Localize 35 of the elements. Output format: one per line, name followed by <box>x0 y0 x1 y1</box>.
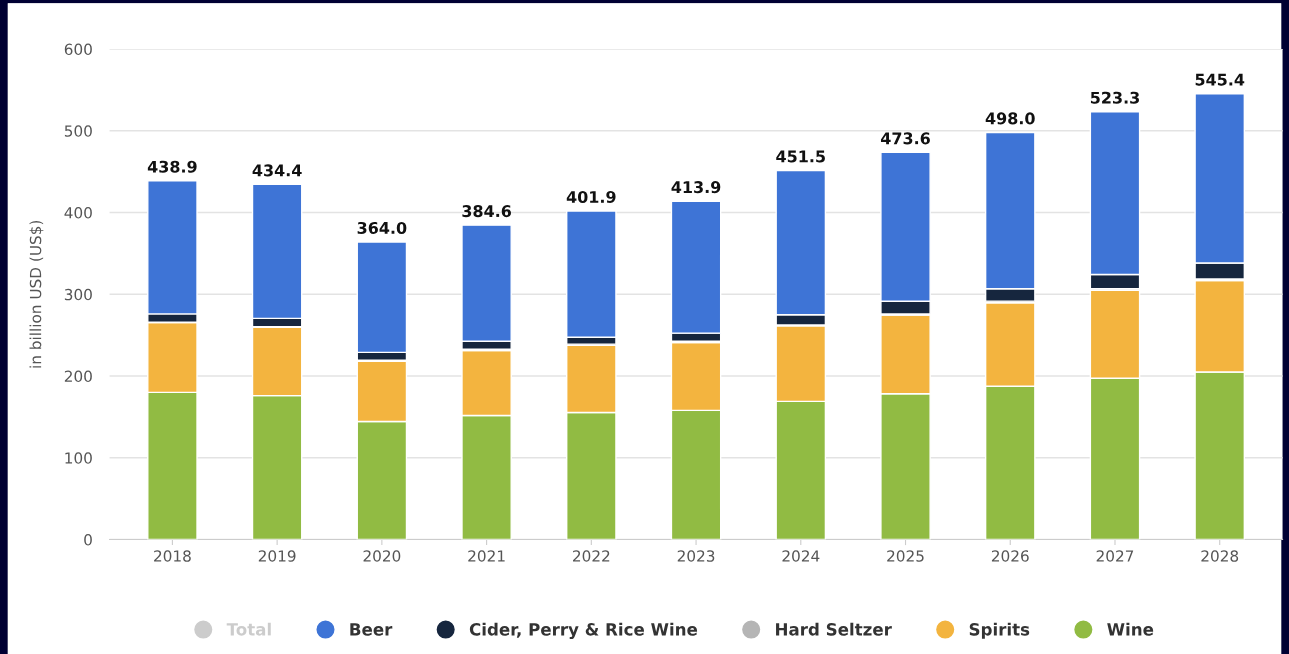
x-tick-label: 2023 <box>677 550 715 562</box>
legend-label: Hard Seltzer <box>776 622 892 636</box>
y-tick-label: 0 <box>84 534 92 546</box>
total-label: 438.9 <box>147 160 197 173</box>
total-label: 413.9 <box>671 181 721 194</box>
x-tick-label: 2019 <box>258 550 296 562</box>
x-tick-label: 2024 <box>782 550 820 562</box>
x-tick-label: 2025 <box>887 550 924 562</box>
x-tick-label: 2028 <box>1201 550 1239 562</box>
total-label: 545.4 <box>1195 73 1245 86</box>
y-tick-label: 100 <box>65 452 92 464</box>
y-tick-label: 600 <box>64 43 92 56</box>
legend-label: Cider, Perry & Rice Wine <box>469 622 698 639</box>
y-tick-label: 200 <box>64 370 92 383</box>
total-label: 364.0 <box>357 221 407 234</box>
x-tick-label: 2026 <box>991 550 1029 562</box>
x-tick-label: 2020 <box>363 550 401 562</box>
y-axis-title: in billion USD (US$) <box>29 220 44 368</box>
y-tick-label: 400 <box>64 207 92 219</box>
total-label: 401.9 <box>566 190 616 203</box>
total-label: 384.6 <box>462 205 511 218</box>
total-label: 451.5 <box>776 150 825 163</box>
x-tick-label: 2022 <box>573 550 610 562</box>
x-tick-label: 2018 <box>154 550 191 562</box>
total-label: 473.6 <box>880 132 930 145</box>
legend-label: Spirits <box>969 622 1030 639</box>
legend-label: Wine <box>1107 622 1154 636</box>
x-tick-label: 2027 <box>1096 550 1134 562</box>
legend-label: Beer <box>350 623 393 636</box>
total-label: 523.3 <box>1090 91 1139 104</box>
y-tick-label: 300 <box>64 288 92 301</box>
x-tick-label: 2021 <box>468 550 505 562</box>
total-label: 498.0 <box>985 112 1035 125</box>
y-tick-label: 500 <box>64 125 92 137</box>
total-label: 434.4 <box>252 164 302 177</box>
